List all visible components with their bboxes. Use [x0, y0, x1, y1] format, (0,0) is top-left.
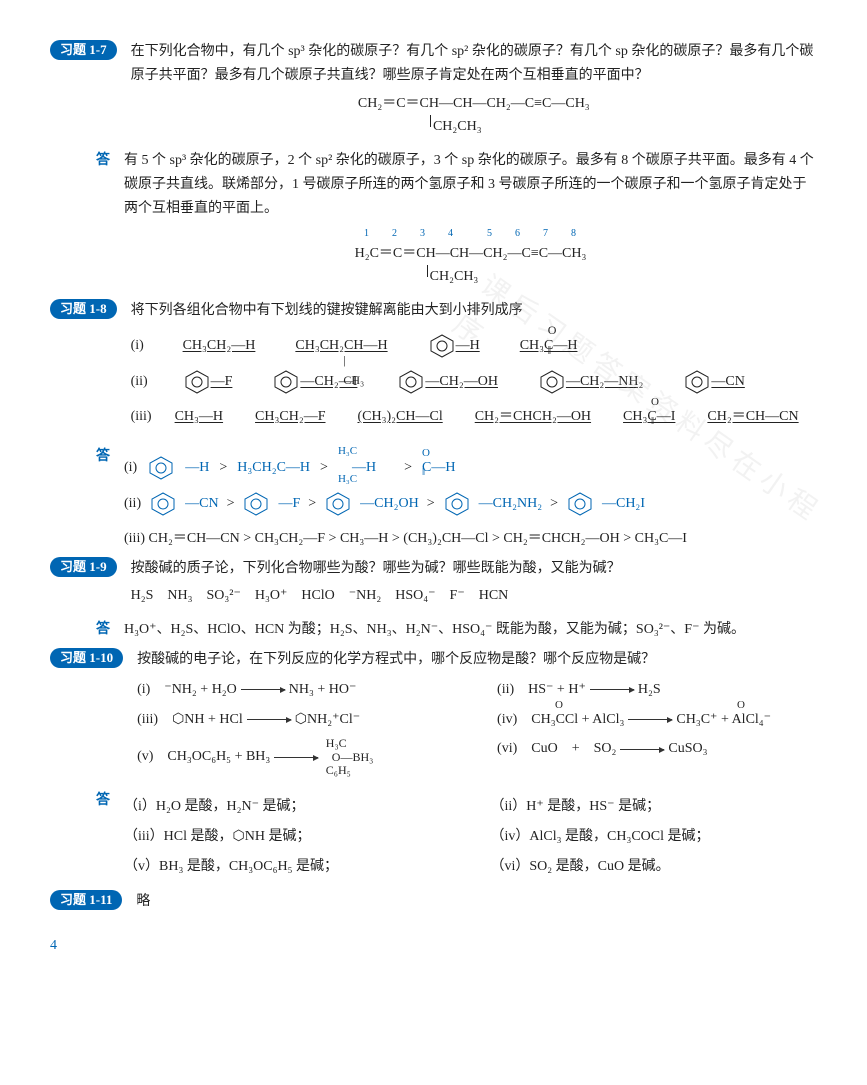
answer-body: （i）H₂O 是酸，H₂N⁻ 是碱；（ii）H⁺ 是酸，HS⁻ 是碱； （iii… [124, 789, 817, 884]
reaction-arrow-icon [247, 719, 291, 720]
formula-line: H₂C＝C＝CH—CH—CH₂—C≡C—CH₃ [124, 242, 817, 266]
reaction-arrow-icon [620, 749, 664, 750]
benzene-icon [397, 369, 425, 395]
answer-seq-i: (i) —H > H₃CH₂C—H > H₃C H₃C —H > O‖C—H [124, 455, 817, 481]
benzene-icon [428, 333, 456, 359]
benzene-icon [149, 491, 177, 517]
answer-1-10: 答 （i）H₂O 是酸，H₂N⁻ 是碱；（ii）H⁺ 是酸，HS⁻ 是碱； （i… [50, 789, 817, 884]
equation-row-3: (v) CH₃OC₆H₅ + BH₃ H₃C O—BH₃ C₆H₅ (vi) C… [137, 737, 817, 777]
problem-tag: 习题 1-11 [50, 890, 122, 910]
question-text: 将下列各组化合物中有下划线的键按键解离能由大到小排列成序 [131, 299, 817, 323]
benzene-icon [147, 455, 175, 481]
reaction-arrow-icon [274, 757, 318, 758]
option-row-iii: (iii) CH₃—H CH₃CH₂—F (CH₃)₂CH—Cl CH₂＝CHC… [131, 405, 817, 429]
answer-1-8: 答 (i) —H > H₃CH₂C—H > H₃C H₃C —H > O‖C—H… [50, 445, 817, 551]
benzene-icon [272, 369, 300, 395]
problem-1-8: 习题 1-8 将下列各组化合物中有下划线的键按键解离能由大到小排列成序 (i) … [50, 299, 817, 439]
answer-body: 有 5 个 sp³ 杂化的碳原子，2 个 sp² 杂化的碳原子，3 个 sp 杂… [124, 149, 817, 293]
answer-text: 有 5 个 sp³ 杂化的碳原子，2 个 sp² 杂化的碳原子，3 个 sp 杂… [124, 149, 817, 220]
benzene-icon [443, 491, 471, 517]
formula-line: CH₂＝C＝CH—CH—CH₂—C≡C—CH₃ [131, 92, 817, 116]
question-text: 在下列化合物中，有几个 sp³ 杂化的碳原子？有几个 sp² 杂化的碳原子？有几… [131, 40, 817, 88]
formula-branch: CH₂CH₃ [106, 265, 799, 289]
problem-1-10: 习题 1-10 按酸碱的电子论，在下列反应的化学方程式中，哪个反应物是酸？哪个反… [50, 648, 817, 783]
option-row-i: (i) CH₃CH₂—H CH₃CH₂CH—H |CH₃ —H O‖ CH₃C—… [131, 333, 817, 359]
answer-1-9: 答 H₃O⁺、H₂S、HClO、HCN 为酸；H₂S、NH₃、H₂N⁻、HSO₄… [50, 618, 817, 642]
problem-1-9: 习题 1-9 按酸碱的质子论，下列化合物哪些为酸？哪些为碱？哪些既能为酸，又能为… [50, 557, 817, 613]
answer-text: H₃O⁺、H₂S、HClO、HCN 为酸；H₂S、NH₃、H₂N⁻、HSO₄⁻ … [124, 618, 817, 642]
problem-body: 按酸碱的电子论，在下列反应的化学方程式中，哪个反应物是酸？哪个反应物是碱？ (i… [137, 648, 817, 783]
answer-body: (i) —H > H₃CH₂C—H > H₃C H₃C —H > O‖C—H (… [124, 445, 817, 551]
problem-body: 按酸碱的质子论，下列化合物哪些为酸？哪些为碱？哪些既能为酸，又能为碱？ H₂S … [131, 557, 817, 613]
answer-label: 答 [50, 149, 110, 293]
equation-row-1: (i) ⁻NH₂ + H₂ONH₃ + HO⁻ (ii) HS⁻ + H⁺H₂S [137, 678, 817, 702]
answer-label: 答 [50, 618, 110, 642]
benzene-icon [324, 491, 352, 517]
benzene-icon [242, 491, 270, 517]
page-number: 4 [50, 938, 57, 953]
option-row-ii: (ii) —F —CH₂—I —CH₂—OH —CH₂—NH₂ —CN [131, 369, 817, 395]
problem-tag: 习题 1-9 [50, 557, 117, 577]
formula-branch: CH₂CH₃ [113, 115, 799, 139]
question-text: 按酸碱的质子论，下列化合物哪些为酸？哪些为碱？哪些既能为酸，又能为碱？ [131, 557, 817, 581]
problem-tag: 习题 1-10 [50, 648, 123, 668]
benzene-icon [538, 369, 566, 395]
answer-label: 答 [50, 445, 110, 551]
problem-tag: 习题 1-8 [50, 299, 117, 319]
reaction-arrow-icon [241, 689, 285, 690]
chem-formula: CH₂＝C＝CH—CH—CH₂—C≡C—CH₃ CH₂CH₃ [131, 92, 817, 140]
benzene-icon [183, 369, 211, 395]
reaction-arrow-icon [590, 689, 634, 690]
option-label: (ii) [131, 370, 161, 394]
reaction-arrow-icon [628, 719, 672, 720]
problem-body: 在下列化合物中，有几个 sp³ 杂化的碳原子？有几个 sp² 杂化的碳原子？有几… [131, 40, 817, 143]
answer-label: 答 [50, 789, 110, 884]
benzene-icon [566, 491, 594, 517]
option-label: (i) [131, 334, 161, 358]
problem-body: 将下列各组化合物中有下划线的键按键解离能由大到小排列成序 (i) CH₃CH₂—… [131, 299, 817, 439]
compound-list: H₂S NH₃ SO₃²⁻ H₃O⁺ HClO ⁻NH₂ HSO₄⁻ F⁻ HC… [131, 584, 817, 608]
equation-row-2: (iii) ⬡NH + HCl⬡NH₂⁺Cl⁻ O O (iv) CH₃CCl … [137, 708, 817, 732]
question-text: 按酸碱的电子论，在下列反应的化学方程式中，哪个反应物是酸？哪个反应物是碱？ [137, 648, 817, 672]
answer-seq-iii: (iii) CH₂＝CH—CN > CH₃CH₂—F > CH₃—H > (CH… [124, 527, 817, 551]
problem-1-7: 习题 1-7 在下列化合物中，有几个 sp³ 杂化的碳原子？有几个 sp² 杂化… [50, 40, 817, 143]
atom-numbers: 1 2 3 4 5 6 7 8 [124, 225, 817, 242]
option-label: (iii) [131, 405, 161, 429]
problem-1-11: 习题 1-11 略 [50, 890, 817, 914]
answer-seq-ii: (ii) —CN > —F > —CH₂OH > —CH₂NH₂ > —CH₂I [124, 491, 817, 517]
chem-formula-numbered: 1 2 3 4 5 6 7 8 H₂C＝C＝CH—CH—CH₂—C≡C—CH₃ … [124, 225, 817, 290]
answer-1-7: 答 有 5 个 sp³ 杂化的碳原子，2 个 sp² 杂化的碳原子，3 个 sp… [50, 149, 817, 293]
problem-tag: 习题 1-7 [50, 40, 117, 60]
benzene-icon [683, 369, 711, 395]
answer-omitted: 略 [136, 890, 817, 914]
